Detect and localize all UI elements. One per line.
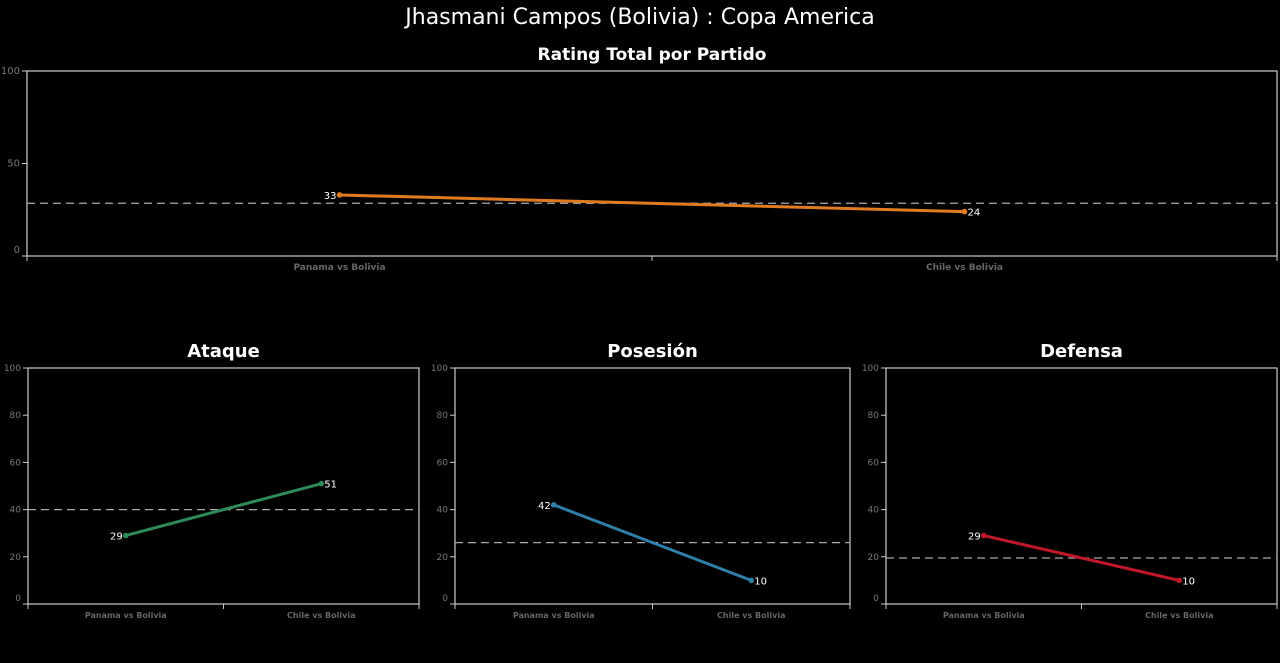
data-point <box>748 577 755 584</box>
data-label: 24 <box>968 208 981 219</box>
y-tick-label: 100 <box>431 364 448 374</box>
chart-0: Rating Total por Partido 0 50 100 Panama vs … <box>1 45 1278 273</box>
page-title: Jhasmani Campos (Bolivia) : Copa America <box>403 5 874 30</box>
plot-frame <box>454 367 851 605</box>
series-line <box>553 503 752 582</box>
y-tick-label: 40 <box>10 506 22 516</box>
y-tick-label: 80 <box>10 411 22 421</box>
plot-frame <box>885 367 1278 605</box>
data-point <box>318 480 325 487</box>
y-tick-label: 0 <box>14 245 20 256</box>
series-line <box>125 482 322 538</box>
data-label: 29 <box>110 532 123 543</box>
data-label: 29 <box>968 532 981 543</box>
y-tick-label: 80 <box>437 411 449 421</box>
x-tick-label: Chile vs Bolivia <box>926 263 1003 273</box>
data-point <box>122 532 129 539</box>
y-tick-label: 0 <box>15 594 21 604</box>
data-label: 51 <box>324 480 337 491</box>
series-line <box>983 534 1180 582</box>
x-tick-label: Chile vs Bolivia <box>717 611 785 620</box>
data-point <box>980 532 987 539</box>
y-tick-label: 20 <box>868 553 880 563</box>
y-tick-label: 60 <box>868 458 880 468</box>
y-tick-label: 100 <box>1 66 20 77</box>
data-label: 10 <box>1182 576 1195 587</box>
data-label: 10 <box>754 576 767 587</box>
plot-frame <box>26 70 1278 257</box>
y-tick-label: 80 <box>868 411 880 421</box>
y-tick-label: 40 <box>437 506 449 516</box>
y-tick-label: 100 <box>862 364 879 374</box>
x-tick-label: Panama vs Bolivia <box>943 611 1025 620</box>
x-tick-label: Chile vs Bolivia <box>287 611 355 620</box>
series-line <box>339 193 965 214</box>
data-point <box>550 502 557 508</box>
chart-title: Defensa <box>1040 341 1123 362</box>
data-label: 33 <box>324 191 337 202</box>
y-tick-label: 20 <box>437 553 449 563</box>
y-tick-label: 50 <box>7 159 20 170</box>
y-tick-label: 20 <box>10 553 22 563</box>
y-tick-label: 0 <box>873 594 879 604</box>
x-tick-label: Panama vs Bolivia <box>293 263 385 273</box>
chart-1: Ataque 0 20 40 60 80 100 Panama vs Bolivia Chile… <box>4 341 420 620</box>
y-tick-label: 100 <box>4 364 21 374</box>
x-tick-label: Panama vs Bolivia <box>513 611 595 620</box>
x-tick-label: Chile vs Bolivia <box>1145 611 1213 620</box>
chart-2: Posesión 0 20 40 60 80 100 Panama vs Bolivia Chi… <box>431 341 851 620</box>
chart-title: Rating Total por Partido <box>538 45 767 65</box>
chart-title: Ataque <box>187 341 260 362</box>
y-tick-label: 40 <box>868 506 880 516</box>
data-point <box>961 208 968 215</box>
data-point <box>336 192 343 198</box>
plot-frame <box>27 367 420 605</box>
data-label: 42 <box>538 501 551 512</box>
y-tick-label: 0 <box>442 594 448 604</box>
chart-3: Defensa 0 20 40 60 80 100 Panama vs Bolivia Chil… <box>862 341 1278 620</box>
chart-title: Posesión <box>607 341 698 362</box>
y-tick-label: 60 <box>437 458 449 468</box>
data-point <box>1176 577 1183 584</box>
y-tick-label: 60 <box>10 458 22 468</box>
x-tick-label: Panama vs Bolivia <box>85 611 167 620</box>
